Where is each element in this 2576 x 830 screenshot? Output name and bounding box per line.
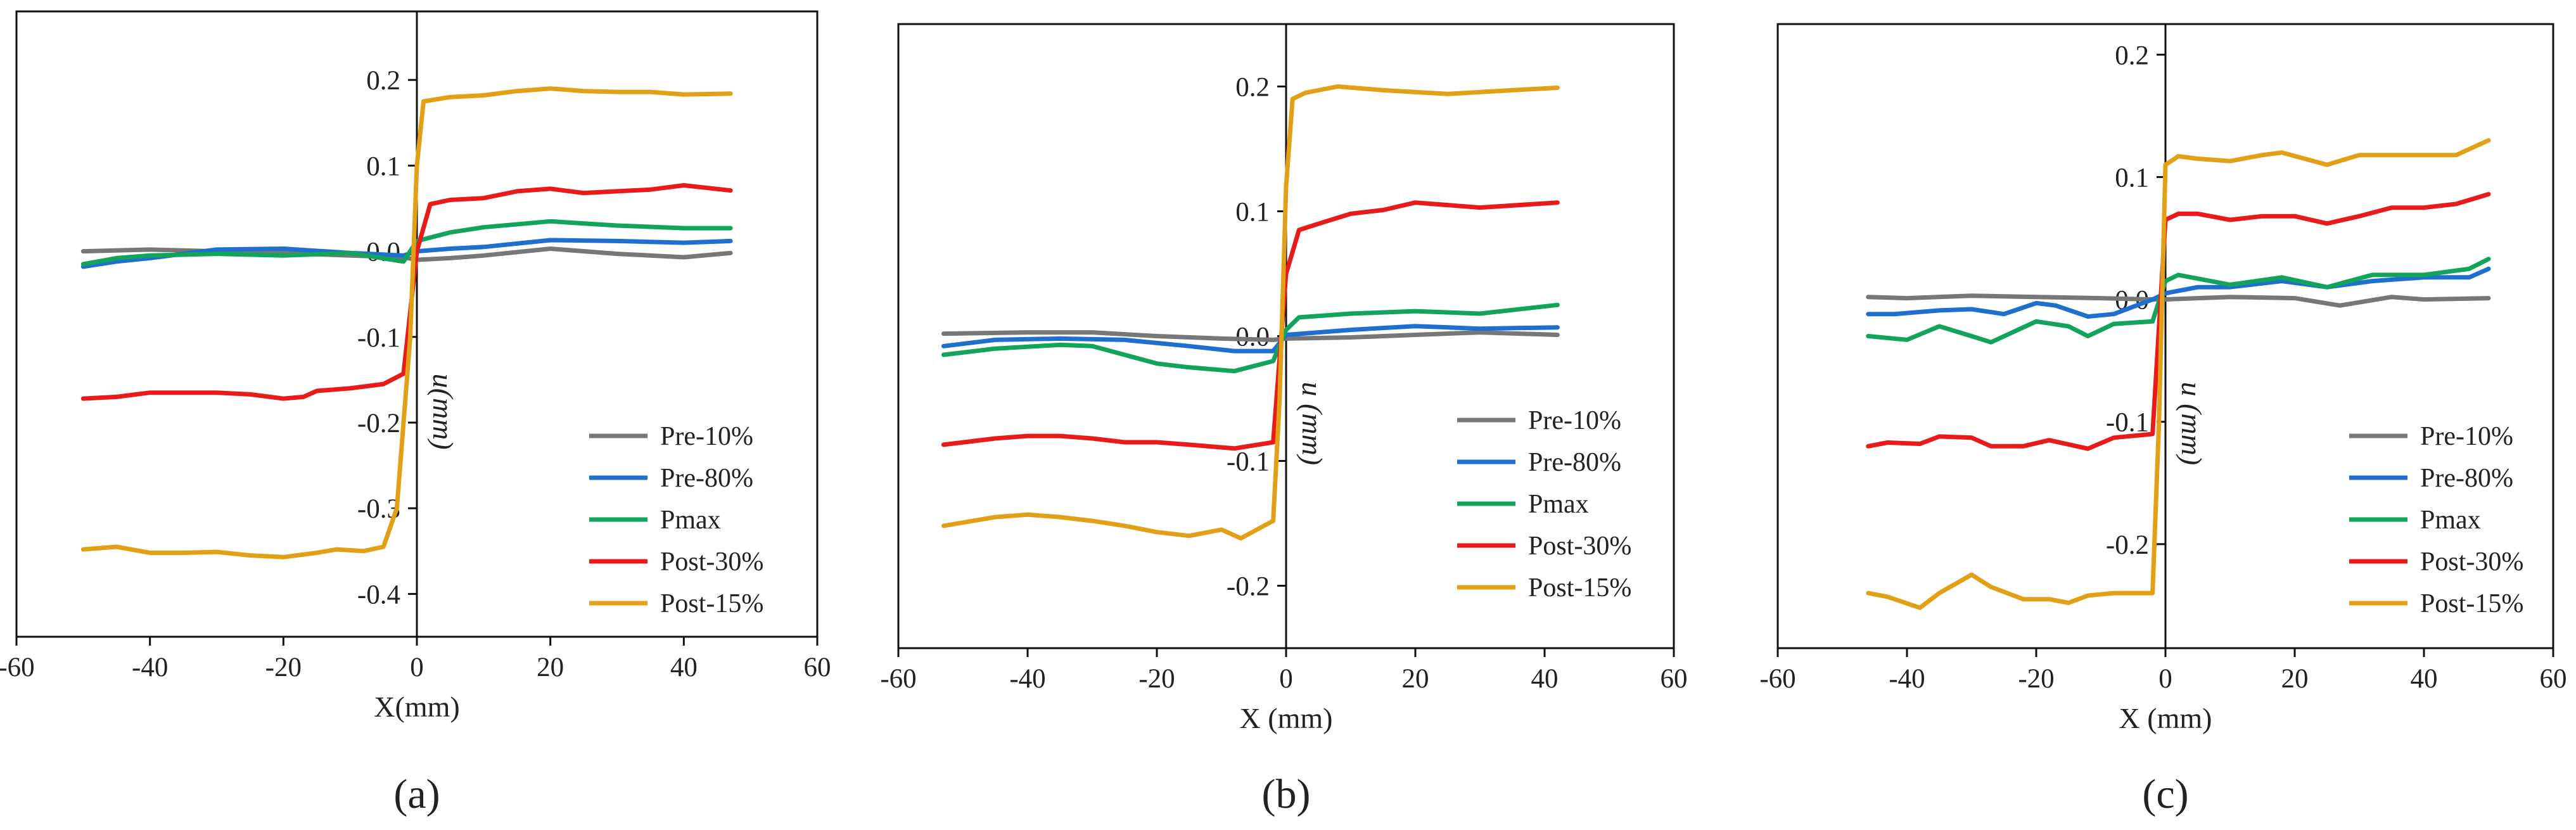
series-line-pre-10 <box>1866 293 2491 308</box>
y-tick-label: -0.2 <box>357 409 400 438</box>
series-line-pre-10 <box>941 330 1560 342</box>
y-tick-label: 0.2 <box>366 66 400 96</box>
x-tick-label: 60 <box>2540 664 2567 694</box>
legend-label-post-30: Post-30% <box>2420 547 2523 577</box>
x-tick-label: 40 <box>670 653 698 682</box>
y-tick-label: 0.2 <box>1235 73 1270 103</box>
y-axis-title: u (mm) <box>1296 382 1329 466</box>
x-tick-label: 40 <box>1531 664 1559 694</box>
panel-c: -60 -40 -20 0 20 40 600.20.10.0-0.1-0.2u (mm)X… <box>1759 23 2567 817</box>
x-tick-label: 0 <box>2158 664 2172 694</box>
x-tick-label: 0 <box>410 653 424 682</box>
legend-label-pre-10: Pre-10% <box>660 422 753 451</box>
y-tick-label: 0.1 <box>2115 163 2149 193</box>
y-tick-label: -0.1 <box>2106 408 2149 438</box>
legend-label-pmax: Pmax <box>1528 490 1589 519</box>
y-tick-label: 0.1 <box>366 151 400 181</box>
legend-label-pmax: Pmax <box>2420 506 2481 535</box>
legend-label-post-15: Post-15% <box>1528 573 1631 603</box>
series-line-pmax <box>80 219 733 267</box>
y-tick-label: 0.1 <box>1235 198 1270 227</box>
legend-label-pre-80: Pre-80% <box>2420 464 2513 493</box>
x-tick-label: 0 <box>1279 664 1293 694</box>
y-tick-label: -0.1 <box>357 323 400 353</box>
y-tick-label: -0.2 <box>2106 530 2149 560</box>
legend-label-post-30: Post-30% <box>1528 532 1631 561</box>
y-axis-title: u (mm) <box>2176 382 2208 466</box>
series-line-pmax <box>1866 257 2491 345</box>
x-tick-label: -20 <box>2018 664 2054 694</box>
legend-label-post-30: Post-30% <box>660 547 763 577</box>
series-line-post-15 <box>80 86 733 559</box>
x-axis-title: X (mm) <box>2119 702 2212 734</box>
series-line-pmax <box>941 302 1560 374</box>
x-tick-label: 20 <box>1402 664 1429 694</box>
x-tick-label: -40 <box>1009 664 1045 694</box>
legend-label-pre-10: Pre-10% <box>2420 422 2513 451</box>
x-tick-label: 40 <box>2411 664 2438 694</box>
y-axis-title: u(mm) <box>427 374 459 450</box>
x-tick-label: 20 <box>537 653 564 682</box>
series-line-pre-80 <box>941 324 1560 354</box>
series-line-post-15 <box>1866 138 2491 610</box>
legend-label-pmax: Pmax <box>660 506 721 535</box>
x-tick-label: -60 <box>1759 664 1795 694</box>
series-line-post-30 <box>80 183 733 401</box>
series-line-post-30 <box>941 200 1560 451</box>
series-line-post-15 <box>941 84 1560 541</box>
series-line-pre-80 <box>1866 266 2491 319</box>
legend-label-pre-10: Pre-10% <box>1528 406 1621 435</box>
x-tick-label: 60 <box>804 653 831 682</box>
y-tick-label: -0.2 <box>1227 572 1270 602</box>
y-tick-label: -0.4 <box>357 580 400 610</box>
x-tick-label: -40 <box>1889 664 1925 694</box>
x-axis-title: X(mm) <box>374 691 459 723</box>
panel-label: (a) <box>393 771 440 817</box>
y-tick-label: -0.1 <box>1227 447 1270 477</box>
x-tick-label: -60 <box>0 653 35 682</box>
panel-label: (b) <box>1262 771 1311 817</box>
legend-label-post-15: Post-15% <box>2420 589 2523 618</box>
y-tick-label: 0.2 <box>2115 41 2149 70</box>
x-tick-label: 60 <box>1661 664 1688 694</box>
x-tick-label: -20 <box>265 653 302 682</box>
legend-label-post-15: Post-15% <box>660 589 763 618</box>
x-axis-title: X (mm) <box>1240 702 1333 734</box>
panel-a: -60 -40 -20 0 20 40 600.20.10.0-0.1-0.2-0.3-0.… <box>0 10 831 817</box>
x-tick-label: -40 <box>132 653 168 682</box>
legend-label-pre-80: Pre-80% <box>660 464 753 493</box>
panel-label: (c) <box>2142 771 2188 817</box>
legend-label-pre-80: Pre-80% <box>1528 448 1621 477</box>
panel-b: -60 -40 -20 0 20 40 600.20.10.0-0.1-0.2u (mm)X… <box>880 23 1688 817</box>
x-tick-label: 20 <box>2281 664 2309 694</box>
x-tick-label: -60 <box>880 664 916 694</box>
x-tick-label: -20 <box>1138 664 1175 694</box>
